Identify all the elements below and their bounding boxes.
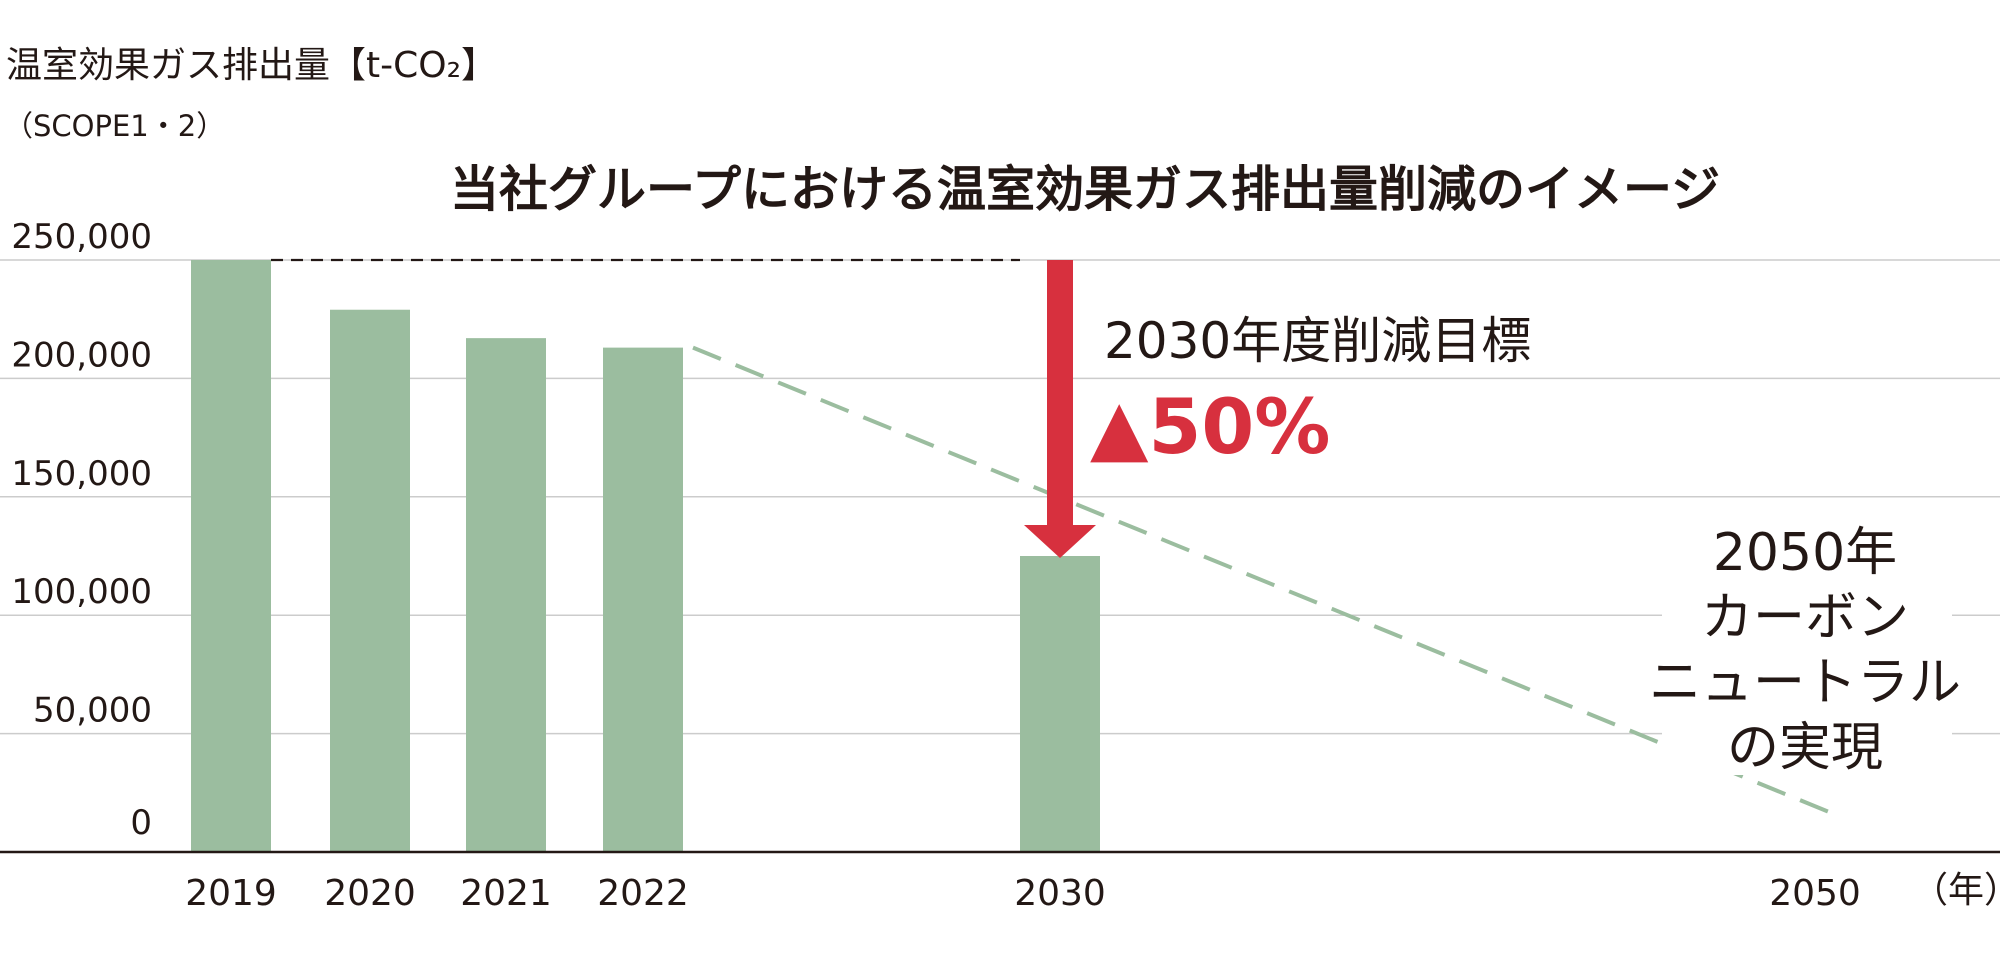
- goal-2050-label: 2050年 カーボン ニュートラル の実現: [1649, 523, 1961, 778]
- goal-label-background: [1662, 525, 1952, 775]
- bar-2021: [466, 338, 546, 852]
- reduction-arrow-shaft: [1047, 260, 1073, 527]
- reduction-percent: ▲50%: [1090, 382, 1330, 471]
- x-tick-label: 2021: [460, 873, 552, 914]
- goal-line-realize: の実現: [1727, 718, 1883, 778]
- goal-line-year: 2050年: [1713, 523, 1897, 583]
- reduction-arrow-head: [1024, 525, 1096, 558]
- y-axis-unit-label: 温室効果ガス排出量【t-CO₂】: [6, 45, 498, 86]
- target-label: 2030年度削減目標: [1104, 312, 1531, 370]
- scope-label: （SCOPE1・2）: [4, 109, 226, 143]
- bars: [191, 260, 1100, 852]
- x-tick-label: 2030: [1014, 873, 1106, 914]
- y-tick-label: 200,000: [11, 335, 152, 375]
- x-tick-label: 2050: [1769, 873, 1861, 914]
- y-tick-label: 150,000: [11, 454, 152, 494]
- bar-2030: [1020, 556, 1100, 852]
- goal-line-neutral: ニュートラル: [1649, 653, 1961, 713]
- y-axis-ticks: 0 50,000 100,000 150,000 200,000 250,000: [11, 217, 152, 843]
- y-tick-label: 50,000: [33, 691, 152, 731]
- y-tick-label: 250,000: [11, 217, 152, 257]
- x-axis-labels: 2019 2020 2021 2022 2030 2050: [185, 873, 1861, 914]
- chart-title: 当社グループにおける温室効果ガス排出量削減のイメージ: [450, 161, 1721, 218]
- reduction-arrow: [1024, 260, 1096, 558]
- bar-2022: [603, 347, 683, 852]
- projection-line: [692, 345, 1841, 819]
- x-tick-label: 2020: [324, 873, 416, 914]
- y-tick-label: 0: [130, 803, 152, 843]
- bar-2019: [191, 260, 271, 852]
- goal-line-carbon: カーボン: [1701, 588, 1909, 648]
- y-tick-label: 100,000: [11, 572, 152, 612]
- x-tick-label: 2019: [185, 873, 277, 914]
- bar-2020: [330, 309, 410, 852]
- x-tick-label: 2022: [597, 873, 689, 914]
- x-axis-unit: （年）: [1912, 870, 2000, 911]
